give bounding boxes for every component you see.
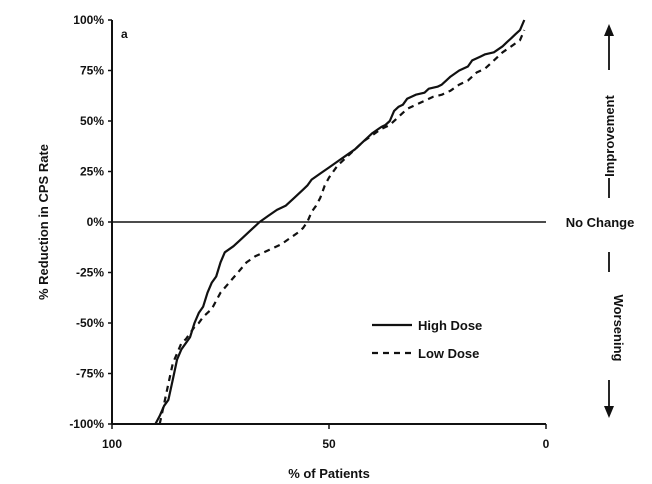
y-tick-label: 75%	[80, 64, 104, 78]
y-tick-label: 0%	[87, 215, 105, 229]
panel-label: a	[121, 27, 128, 41]
side-annotations: No Change Improvement Worsening	[566, 24, 635, 418]
plot-lines	[154, 19, 526, 425]
axes: 100% 75% 50% 25% 0% -25% -50% -75% -100% 100 50 0 % …	[36, 13, 550, 481]
x-tick-label: 50	[322, 437, 336, 451]
x-axis-title: % of Patients	[288, 466, 370, 481]
y-tick-label: 50%	[80, 114, 104, 128]
y-tick-label: -50%	[76, 316, 104, 330]
down-arrow-icon	[604, 406, 614, 418]
series-line-high-dose	[154, 19, 526, 425]
legend: High Dose Low Dose	[372, 318, 482, 361]
no-change-label: No Change	[566, 215, 635, 230]
legend-label: High Dose	[418, 318, 482, 333]
y-tick-label: -25%	[76, 266, 104, 280]
y-tick-label: -100%	[69, 417, 104, 431]
up-arrow-icon	[604, 24, 614, 36]
y-tick-label: 100%	[73, 13, 104, 27]
series-line-low-dose	[158, 29, 526, 425]
y-tick-label: -75%	[76, 367, 104, 381]
legend-label: Low Dose	[418, 346, 479, 361]
x-tick-label: 100	[102, 437, 122, 451]
x-tick-label: 0	[543, 437, 550, 451]
y-axis-title: % Reduction in CPS Rate	[36, 144, 51, 300]
improvement-label: Improvement	[602, 95, 617, 177]
worsening-label: Worsening	[611, 295, 626, 362]
y-tick-label: 25%	[80, 165, 104, 179]
